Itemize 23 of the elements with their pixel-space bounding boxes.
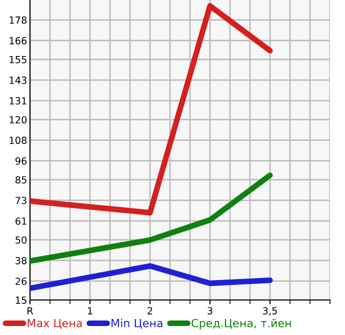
y-tick-label: 166 — [10, 37, 27, 44]
x-tick-label: R — [28, 307, 34, 314]
legend-label: Сред.Цена, т.йен — [192, 318, 291, 330]
y-tick-label: 15 — [16, 296, 26, 304]
y-tick-label: 85 — [16, 176, 26, 184]
y-tick-label: 143 — [10, 76, 26, 84]
x-tick-label: 3 — [208, 307, 212, 314]
y-tick-label: 38 — [16, 256, 27, 264]
y-tick-label: 155 — [10, 56, 26, 64]
y-tick-label: 96 — [15, 157, 27, 165]
y-tick-label: 178 — [10, 16, 27, 24]
y-tick-label: 61 — [16, 217, 26, 225]
x-tick-label: 2 — [148, 307, 152, 314]
x-tick-label: 3,5 — [263, 307, 277, 316]
legend-label: Min Цена — [112, 318, 162, 329]
y-tick-label: 131 — [10, 97, 26, 105]
y-tick-label: 26 — [16, 278, 27, 285]
y-tick-label: 73 — [16, 196, 26, 204]
legend-label: Max Цена — [28, 319, 82, 329]
y-tick-label: 120 — [10, 116, 27, 124]
x-tick-label: 1 — [88, 307, 92, 314]
y-tick-label: 108 — [10, 136, 27, 144]
y-tick-label: 50 — [16, 236, 27, 244]
